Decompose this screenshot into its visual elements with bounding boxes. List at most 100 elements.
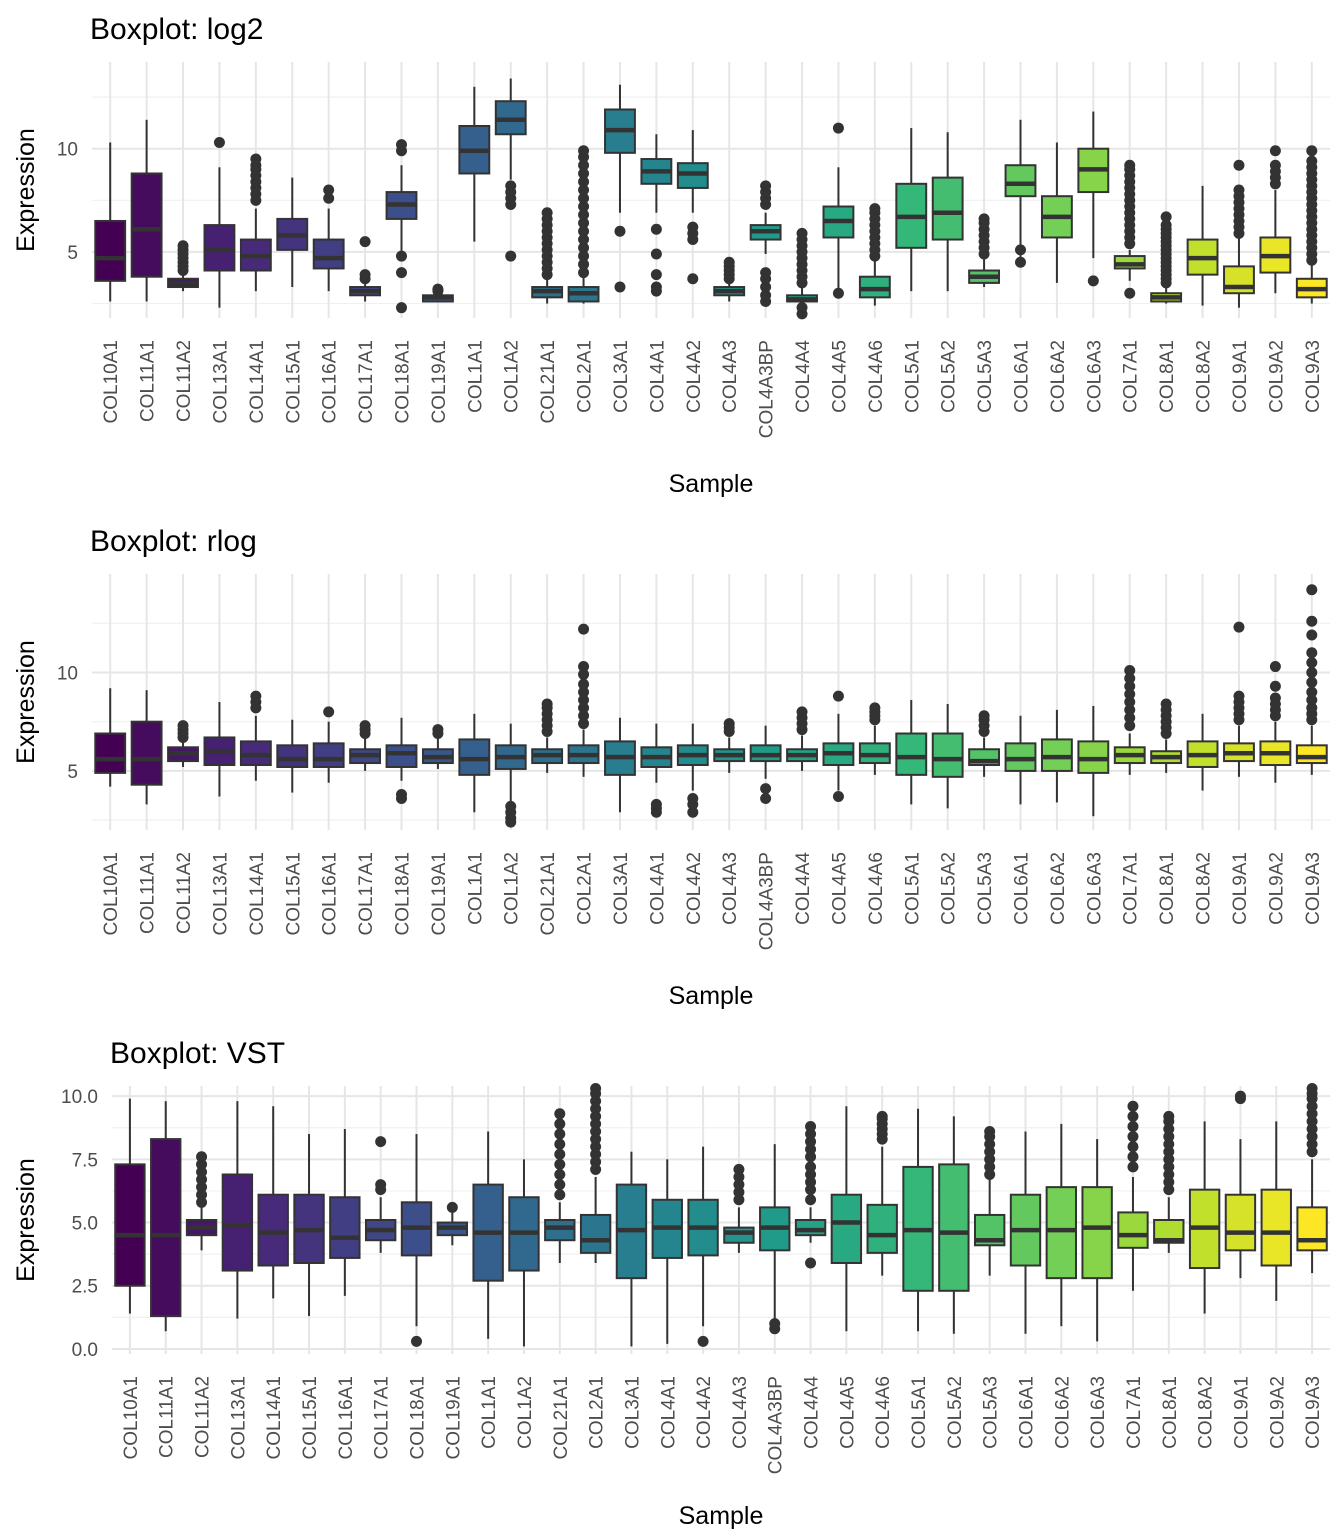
outlier-point — [1087, 275, 1099, 287]
x-tick-label: COL4A4 — [793, 340, 814, 413]
outlier-point — [578, 201, 590, 213]
box-COL8A1 — [1150, 211, 1183, 304]
outlier-point — [760, 289, 772, 301]
iqr-box — [329, 1196, 361, 1259]
outlier-point — [832, 122, 844, 134]
x-tick-label: COL21A1 — [538, 340, 559, 423]
outlier-point — [554, 1128, 566, 1140]
x-tick-label: COL19A1 — [443, 1376, 464, 1459]
outlier-point — [1306, 694, 1318, 706]
x-tick-label: COL16A1 — [320, 340, 341, 423]
outlier-point — [1163, 1110, 1175, 1122]
box-COL4A6 — [858, 702, 891, 775]
x-tick-label: COL18A1 — [393, 852, 414, 935]
x-tick-label: COL4A2 — [684, 340, 705, 413]
outlier-point — [554, 1148, 566, 1160]
box-COL16A1 — [312, 184, 345, 292]
iqr-box — [94, 219, 127, 282]
box-COL9A2 — [1260, 1121, 1292, 1301]
box-COL6A1 — [1004, 119, 1037, 268]
y-tick-label: 10.0 — [61, 1087, 98, 1108]
x-tick-label: COL2A1 — [575, 340, 596, 413]
x-tick-label: COL3A1 — [611, 340, 632, 413]
x-tick-label: COL14A1 — [247, 852, 268, 935]
box-COL5A3 — [968, 213, 1001, 288]
outlier-point — [978, 710, 990, 722]
outlier-point — [984, 1161, 996, 1173]
y-tick-label: 7.5 — [72, 1150, 98, 1171]
x-tick-label: COL8A1 — [1157, 852, 1178, 925]
outlier-point — [1124, 688, 1136, 700]
x-tick-label: COL5A2 — [939, 340, 960, 413]
x-tick-label: COL11A2 — [193, 1376, 214, 1458]
outlier-point — [805, 1257, 817, 1269]
outlier-point — [1306, 584, 1318, 596]
outlier-point — [396, 302, 407, 314]
x-tick-label: COL17A1 — [356, 340, 377, 423]
outlier-point — [554, 1179, 566, 1191]
box-COL4A6 — [866, 1110, 898, 1276]
box-COL6A3 — [1077, 111, 1110, 287]
box-COL8A1 — [1150, 698, 1183, 773]
outlier-point — [177, 240, 189, 252]
box-COL17A1 — [364, 1136, 397, 1253]
outlier-point — [578, 192, 590, 204]
box-COL5A2 — [931, 703, 964, 809]
x-tick-label: COL1A2 — [515, 1376, 536, 1449]
x-tick-label: COL5A2 — [945, 1376, 966, 1449]
box-COL13A1 — [203, 137, 236, 308]
outlier-point — [590, 1095, 602, 1107]
x-tick-label: COL11A1 — [138, 852, 159, 934]
outlier-point — [1306, 145, 1318, 157]
box-COL10A1 — [94, 142, 127, 302]
box-COL13A1 — [221, 1101, 254, 1319]
outlier-point — [213, 137, 225, 149]
outlier-point — [578, 718, 590, 730]
outlier-point — [1233, 184, 1245, 196]
outlier-point — [375, 1136, 387, 1148]
outlier-point — [1163, 1168, 1175, 1180]
box-COL1A2 — [508, 1159, 540, 1347]
outlier-point — [1234, 1090, 1246, 1102]
x-tick-label: COL9A1 — [1230, 340, 1251, 413]
iqr-box — [830, 1193, 863, 1264]
x-tick-label: COL4A3BP — [757, 852, 778, 950]
outlier-point — [1306, 1123, 1318, 1135]
outlier-point — [984, 1126, 996, 1138]
outlier-point — [723, 718, 735, 730]
box-COL14A1 — [257, 1106, 289, 1299]
outlier-point — [578, 184, 590, 196]
outlier-point — [578, 702, 590, 714]
y-tick-label: 10 — [57, 140, 78, 161]
iqr-box — [1153, 1219, 1185, 1244]
box-COL13A1 — [203, 702, 236, 797]
x-tick-label: COL19A1 — [429, 340, 450, 423]
outlier-point — [796, 302, 808, 314]
outlier-point — [1015, 256, 1026, 268]
outlier-point — [1127, 1110, 1139, 1122]
x-tick-label: COL10A1 — [121, 1376, 142, 1459]
outlier-point — [505, 800, 517, 812]
x-tick-label: COL5A2 — [939, 852, 960, 925]
box-COL9A2 — [1259, 145, 1292, 294]
outlier-point — [554, 1189, 566, 1201]
outlier-point — [590, 1141, 602, 1153]
x-tick-label: COL11A2 — [174, 852, 195, 934]
outlier-point — [876, 1110, 888, 1122]
x-tick-label: COL4A1 — [647, 852, 668, 925]
x-tick-label: COL1A2 — [502, 852, 523, 925]
iqr-box — [276, 744, 309, 768]
outlier-point — [554, 1168, 566, 1180]
outlier-point — [805, 1120, 817, 1132]
box-COL9A1 — [1223, 621, 1255, 777]
x-tick-label: COL16A1 — [336, 1376, 357, 1459]
grid — [92, 62, 1330, 318]
outlier-point — [733, 1194, 745, 1206]
outlier-point — [1163, 1184, 1175, 1196]
x-tick-label: COL9A3 — [1303, 852, 1324, 925]
outlier-point — [250, 153, 262, 165]
x-tick-label: COL13A1 — [228, 1376, 249, 1459]
outlier-point — [1306, 666, 1318, 678]
outlier-point — [323, 706, 335, 718]
